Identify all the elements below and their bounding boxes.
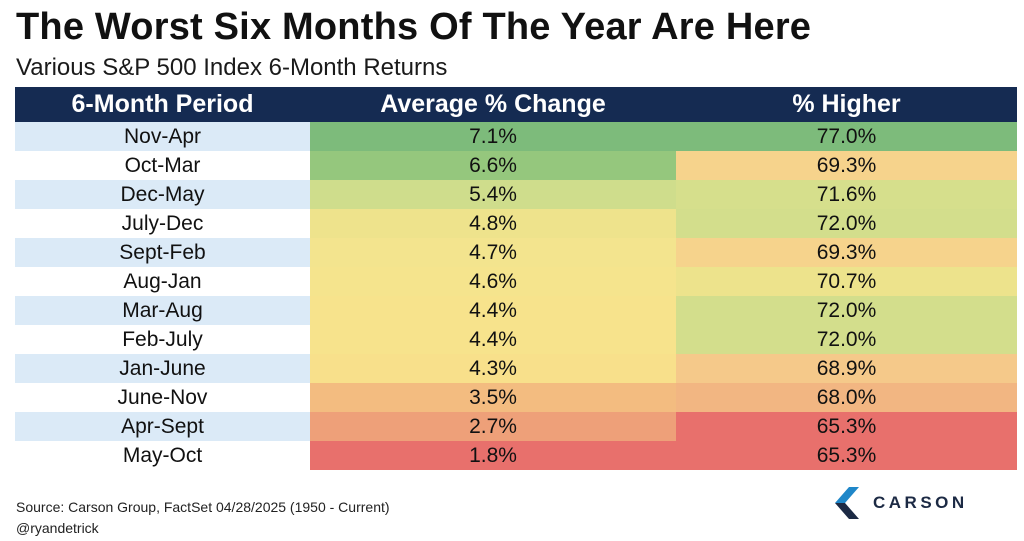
period-cell: Oct-Mar xyxy=(15,151,310,180)
percent-higher-cell: 72.0% xyxy=(676,296,1017,325)
average-change-cell: 4.4% xyxy=(310,325,676,354)
period-cell: Nov-Apr xyxy=(15,122,310,151)
table-row: Dec-May 5.4% 71.6% xyxy=(15,180,1017,209)
carson-chevron-logo-icon xyxy=(835,487,859,519)
period-cell: Apr-Sept xyxy=(15,412,310,441)
table-row: June-Nov 3.5% 68.0% xyxy=(15,383,1017,412)
percent-higher-cell: 68.0% xyxy=(676,383,1017,412)
percent-higher-cell: 68.9% xyxy=(676,354,1017,383)
average-change-cell: 5.4% xyxy=(310,180,676,209)
table-row: Sept-Feb 4.7% 69.3% xyxy=(15,238,1017,267)
author-handle: @ryandetrick xyxy=(16,520,99,536)
table-row: Aug-Jan 4.6% 70.7% xyxy=(15,267,1017,296)
percent-higher-cell: 72.0% xyxy=(676,209,1017,238)
period-cell: Dec-May xyxy=(15,180,310,209)
period-cell: Aug-Jan xyxy=(15,267,310,296)
source-note: Source: Carson Group, FactSet 04/28/2025… xyxy=(16,499,390,515)
chart-title: The Worst Six Months Of The Year Are Her… xyxy=(16,6,812,48)
returns-heatmap-table: 6-Month Period Average % Change % Higher… xyxy=(15,87,1017,470)
percent-higher-cell: 77.0% xyxy=(676,122,1017,151)
column-header-period: 6-Month Period xyxy=(15,87,310,122)
table-row: Mar-Aug 4.4% 72.0% xyxy=(15,296,1017,325)
brand-wordmark: CARSON xyxy=(873,493,968,512)
period-cell: June-Nov xyxy=(15,383,310,412)
chart-subtitle: Various S&P 500 Index 6-Month Returns xyxy=(16,54,448,81)
average-change-cell: 4.8% xyxy=(310,209,676,238)
percent-higher-cell: 65.3% xyxy=(676,441,1017,470)
percent-higher-cell: 71.6% xyxy=(676,180,1017,209)
average-change-cell: 1.8% xyxy=(310,441,676,470)
period-cell: Mar-Aug xyxy=(15,296,310,325)
column-header-average-change: Average % Change xyxy=(310,87,676,122)
table-row: Jan-June 4.3% 68.9% xyxy=(15,354,1017,383)
percent-higher-cell: 70.7% xyxy=(676,267,1017,296)
average-change-cell: 4.7% xyxy=(310,238,676,267)
percent-higher-cell: 69.3% xyxy=(676,238,1017,267)
average-change-cell: 2.7% xyxy=(310,412,676,441)
table-row: May-Oct 1.8% 65.3% xyxy=(15,441,1017,470)
period-cell: July-Dec xyxy=(15,209,310,238)
average-change-cell: 4.4% xyxy=(310,296,676,325)
average-change-cell: 3.5% xyxy=(310,383,676,412)
percent-higher-cell: 65.3% xyxy=(676,412,1017,441)
table-row: Oct-Mar 6.6% 69.3% xyxy=(15,151,1017,180)
table-row: Apr-Sept 2.7% 65.3% xyxy=(15,412,1017,441)
table-row: Nov-Apr 7.1% 77.0% xyxy=(15,122,1017,151)
table-header-row: 6-Month Period Average % Change % Higher xyxy=(15,87,1017,122)
average-change-cell: 6.6% xyxy=(310,151,676,180)
period-cell: May-Oct xyxy=(15,441,310,470)
percent-higher-cell: 69.3% xyxy=(676,151,1017,180)
table-row: Feb-July 4.4% 72.0% xyxy=(15,325,1017,354)
carson-logo: CARSON xyxy=(835,487,968,519)
period-cell: Jan-June xyxy=(15,354,310,383)
average-change-cell: 4.6% xyxy=(310,267,676,296)
table-row: July-Dec 4.8% 72.0% xyxy=(15,209,1017,238)
column-header-percent-higher: % Higher xyxy=(676,87,1017,122)
average-change-cell: 4.3% xyxy=(310,354,676,383)
period-cell: Sept-Feb xyxy=(15,238,310,267)
percent-higher-cell: 72.0% xyxy=(676,325,1017,354)
average-change-cell: 7.1% xyxy=(310,122,676,151)
period-cell: Feb-July xyxy=(15,325,310,354)
table-body: Nov-Apr 7.1% 77.0% Oct-Mar 6.6% 69.3% Dec-May 5… xyxy=(15,122,1017,470)
